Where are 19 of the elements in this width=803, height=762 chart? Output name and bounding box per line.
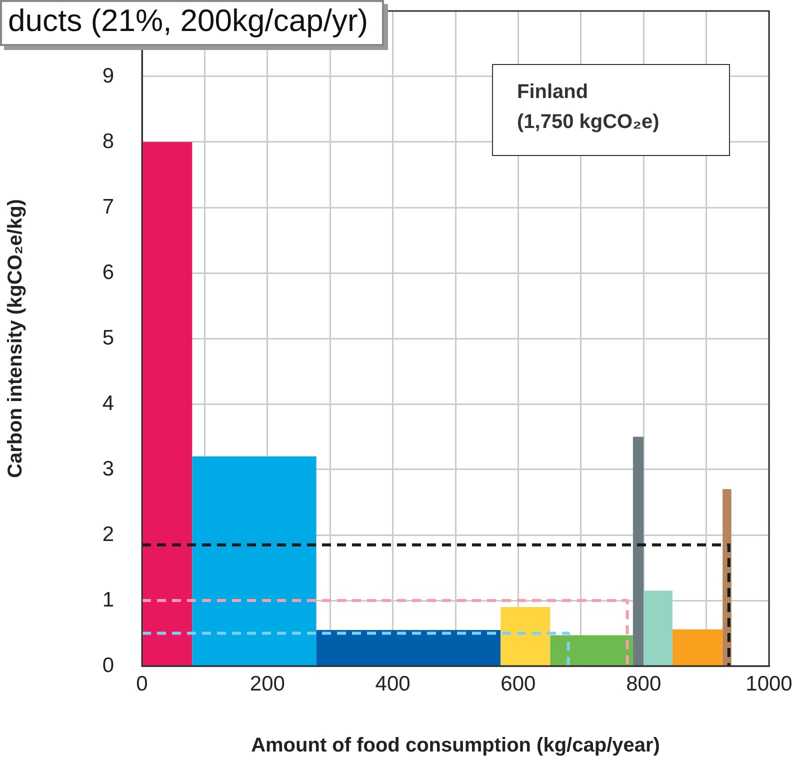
x-tick-label: 1000 — [746, 672, 792, 696]
y-tick-label: 7 — [102, 195, 114, 218]
y-tick-label: 1 — [102, 588, 114, 612]
x-tick-label: 0 — [136, 672, 148, 696]
x-tick-label: 200 — [250, 672, 285, 696]
y-tick-label: 4 — [102, 392, 114, 415]
x-tick-label: 600 — [500, 672, 536, 696]
y-tick-label: 3 — [102, 457, 114, 480]
y-tick-label: 2 — [102, 522, 114, 546]
x-tick-label: 800 — [626, 672, 662, 696]
y-axis-title: Carbon intensity (kgCO₂e/kg) — [4, 199, 27, 478]
text-box: Finland (1,750 kgCO₂e) — [492, 64, 730, 156]
y-tick-label: 0 — [102, 654, 114, 677]
x-axis-title: Amount of food consumption (kg/cap/year) — [251, 734, 660, 757]
x-tick-label: 400 — [375, 672, 410, 696]
y-tick-label: 9 — [102, 64, 114, 88]
y-tick-label: 6 — [102, 260, 114, 284]
y-tick-label: 5 — [102, 326, 114, 350]
y-tick-label: 8 — [102, 130, 114, 153]
